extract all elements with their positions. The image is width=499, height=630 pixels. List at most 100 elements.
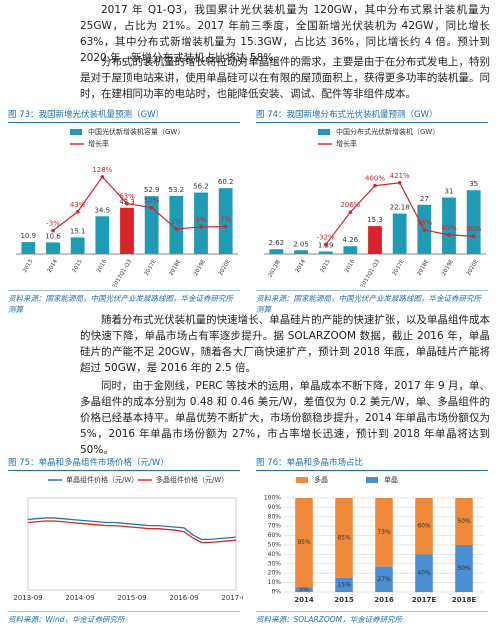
growth-label: 43%: [70, 201, 86, 209]
growth-point: [471, 234, 476, 239]
y-tick-label: 40%: [268, 551, 282, 558]
legend-marker: [296, 477, 308, 483]
growth-point: [75, 209, 80, 214]
bar: [392, 213, 407, 254]
bar-value-label: 60.2: [218, 178, 234, 186]
figure-caption: 图 73：我国新增光伏装机量预测（GW）: [8, 108, 240, 123]
bar: [21, 242, 36, 254]
bar: [70, 237, 85, 254]
segment-label: 50%: [457, 565, 471, 572]
x-tick-label: 2020E: [218, 258, 232, 277]
figure-source: 资料来源：Wind，华金证券研究所: [8, 611, 240, 625]
stacked-bar: [295, 587, 313, 592]
bar-value-label: 53.2: [169, 186, 185, 194]
bar-value-label: 15.1: [70, 227, 86, 235]
stacked-bar: [375, 498, 393, 567]
y-tick-label: 30%: [268, 560, 282, 567]
bar: [144, 196, 159, 254]
chart: 单晶 多晶 0% 10% 20% 30% 40% 50% 60% 70% 80% 90% 100% 5% 9…: [264, 475, 484, 604]
growth-label: 6%: [195, 216, 206, 224]
growth-point: [397, 180, 402, 185]
legend-label: 增长率: [88, 139, 109, 148]
x-tick-label: 2019E: [193, 258, 207, 277]
x-tick-label: 2017Q1-Q3: [112, 258, 133, 287]
stacked-bar: [415, 498, 433, 555]
growth-point: [199, 225, 203, 229]
legend-label: 多晶组件价格（元/W）: [156, 475, 228, 484]
growth-label: -3%: [46, 220, 60, 228]
x-tick-label: 2014: [295, 258, 307, 274]
growth-label: 1%: [171, 218, 182, 226]
x-tick-label: 2014: [294, 596, 314, 604]
bar: [442, 197, 456, 254]
segment-label: 40%: [417, 570, 431, 577]
x-tick-label: 2020E: [466, 258, 480, 277]
figure-source: 资料来源：SOLARZOOM，华金证券研究所: [256, 611, 488, 625]
growth-point: [100, 175, 105, 179]
y-tick-label: 90%: [268, 504, 282, 511]
x-tick-label: 2017E: [144, 258, 158, 277]
price-line: [27, 517, 237, 541]
x-tick-label: 2017E: [412, 596, 436, 604]
chart: 中国分布式光伏新增装机（GW） 增长率 2013年 2014 2015 2016 2017Q…: [264, 127, 486, 287]
growth-point: [323, 242, 328, 247]
segment-label: 73%: [377, 529, 391, 536]
growth-label: -32%: [317, 234, 335, 242]
figure-caption: 图 74：我国新增分布式光伏装机量预测（GW）: [256, 108, 488, 123]
growth-line: [52, 175, 226, 232]
segment-label: 5%: [299, 586, 309, 593]
x-tick-label: 2019E: [441, 258, 455, 277]
stacked-bar: [335, 498, 353, 578]
stacked-bar: [455, 498, 473, 545]
bar: [343, 246, 358, 254]
y-tick-label: 60%: [268, 532, 282, 539]
growth-point: [51, 228, 55, 233]
stacked-bar: [335, 577, 353, 592]
x-tick-label: 2016: [96, 258, 108, 274]
x-tick-label: 2018E: [416, 258, 430, 277]
growth-point: [174, 227, 179, 231]
y-tick-label: 70%: [268, 523, 282, 530]
segment-label: 27%: [377, 576, 391, 583]
growth-point: [348, 210, 353, 214]
bar: [269, 249, 284, 254]
x-tick-label: 2015: [320, 258, 332, 274]
price-line: [27, 520, 237, 544]
bar-value-label: 56.2: [193, 183, 209, 191]
growth-label: 53%: [144, 197, 160, 205]
stacked-bar: [415, 554, 433, 592]
segment-label: 15%: [337, 581, 351, 588]
growth-point: [373, 183, 377, 188]
growth-point: [223, 224, 228, 229]
bar-value-label: 22.18: [390, 204, 410, 212]
paragraph: 2017 年 Q1-Q3，我国累计光伏装机量为 120GW，其中分布式累计装机量…: [80, 4, 490, 64]
legend-label: 中国光伏新增装机容量（GW）: [88, 127, 184, 136]
x-tick-label: 2013年: [266, 257, 283, 278]
bar-value-label: 27: [420, 195, 429, 203]
legend-label: 增长率: [336, 139, 357, 148]
x-tick-label: 2014: [47, 258, 59, 274]
bar-value-label: 2.05: [293, 240, 309, 248]
legend-label: 中国分布式光伏新增装机（GW）: [336, 127, 439, 136]
growth-label: 206%: [340, 201, 360, 209]
segment-label: 50%: [457, 518, 471, 525]
growth-label: 76%: [417, 219, 433, 227]
bar-value-label: 42.3: [119, 198, 135, 206]
x-tick-label: 2018E: [452, 596, 476, 604]
x-tick-label: 2013: [22, 258, 34, 274]
chart: 单晶组件价格（元/W） 多晶组件价格（元/W） 2013-09 2014-09 2015…: [13, 475, 243, 602]
growth-label: 7%: [220, 216, 231, 224]
bar-value-label: 52.9: [144, 186, 160, 194]
growth-point: [149, 205, 154, 210]
legend-label: 多晶: [314, 475, 328, 484]
segment-label: 85%: [337, 534, 351, 541]
x-tick-label: 2016-09: [169, 594, 198, 602]
legend-label: 单晶组件价格（元/W）: [66, 475, 138, 484]
bar: [46, 242, 60, 254]
x-tick-label: 2015-09: [117, 594, 146, 602]
x-tick-label: 2014-09: [65, 594, 94, 602]
legend-marker: [366, 477, 378, 483]
y-tick-label: 10%: [268, 579, 282, 586]
paragraph: 分布式的装机量的增长将拉动对单晶组件的需求，主要是由于在分布式发电上，特别是对于…: [80, 56, 490, 100]
